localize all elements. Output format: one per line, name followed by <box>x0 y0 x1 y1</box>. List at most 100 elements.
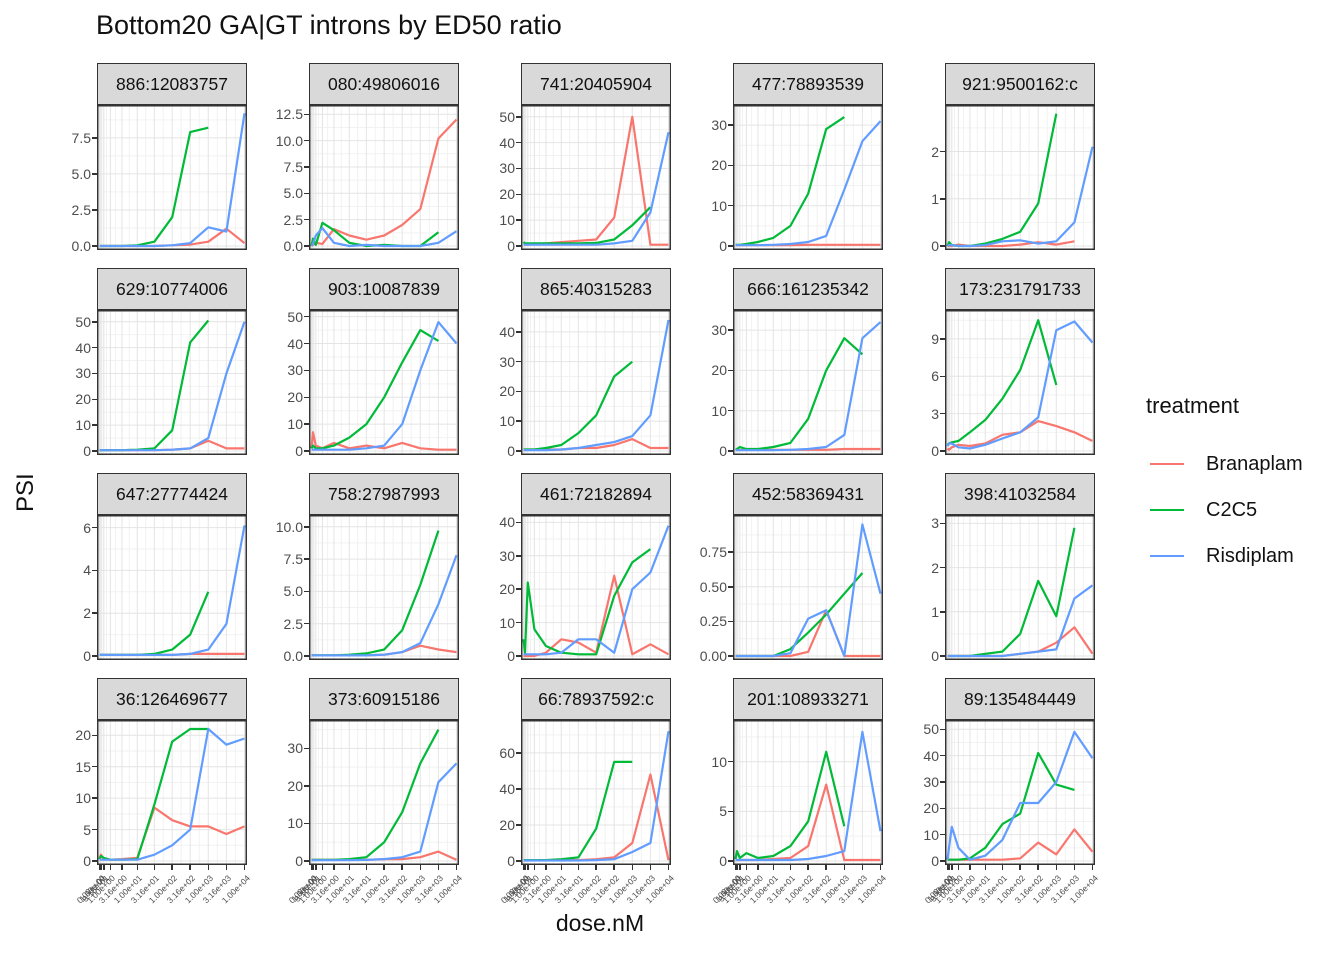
y-tick-mark <box>92 321 97 323</box>
facet: 629:10774006 0 10 20 30 40 50 <box>53 268 247 458</box>
y-tick-mark <box>940 655 945 657</box>
facet-panel-chart <box>309 310 459 455</box>
y-tick-mark <box>728 204 733 207</box>
y-tick-label: 10 <box>711 197 727 214</box>
y-tick-mark <box>304 822 309 825</box>
facet-strip: 921:9500162:c <box>945 63 1095 105</box>
y-tick-mark <box>304 622 309 625</box>
panel-border <box>97 105 247 250</box>
y-tick-label: 10 <box>711 753 727 770</box>
y-tick-mark <box>516 752 521 754</box>
y-tick-label: 10.0 <box>275 518 303 535</box>
x-tick-mark <box>1037 865 1039 870</box>
series-line-risdiplam <box>523 525 670 656</box>
x-tick-mark <box>1091 865 1094 870</box>
series-line-risdiplam <box>310 227 458 248</box>
series-line-risdiplam <box>947 584 1094 658</box>
y-tick-mark <box>940 728 945 731</box>
y-tick-label: 30 <box>287 362 303 379</box>
y-tick-mark <box>92 734 97 737</box>
y-tick-label: 30 <box>923 773 939 790</box>
y-tick-label: 40 <box>75 339 91 356</box>
series-line-risdiplam <box>946 320 1094 450</box>
series-line-risdiplam <box>735 321 882 452</box>
facet-panel-chart <box>97 310 247 455</box>
y-tick-label: 30 <box>287 740 303 757</box>
y-tick-mark <box>940 245 945 247</box>
legend-line-swatch <box>1150 463 1184 465</box>
facet-panel-chart <box>97 720 247 865</box>
y-tick-label: 0 <box>507 648 515 664</box>
y-tick-label: 40 <box>499 323 515 340</box>
x-tick-mark <box>739 865 741 870</box>
facet-strip: 477:78893539 <box>733 63 883 105</box>
y-tick-mark <box>304 423 309 425</box>
x-tick-mark <box>522 865 525 870</box>
series-line-risdiplam <box>946 730 1094 861</box>
y-tick-label: 20 <box>499 383 515 400</box>
legend-entry-label: C2C5 <box>1206 498 1258 521</box>
panel-border <box>309 105 459 250</box>
facet-strip: 66:78937592:c <box>521 678 671 720</box>
panel-border <box>309 310 459 455</box>
facet-strip: 173:231791733 <box>945 268 1095 310</box>
facet-strip-label: 477:78893539 <box>752 73 864 94</box>
facet-strip-label: 398:41032584 <box>964 483 1076 504</box>
x-tick-mark <box>757 865 759 870</box>
y-tick-label: 0 <box>931 853 939 869</box>
y-tick-mark <box>516 390 521 393</box>
y-tick-mark <box>516 219 521 221</box>
y-tick-mark <box>728 164 733 167</box>
series-line-risdiplam <box>311 321 458 451</box>
facet-panel-chart <box>521 720 671 865</box>
y-tick-mark <box>940 807 945 810</box>
facet-strip: 36:126469677 <box>97 678 247 720</box>
y-tick-label: 2 <box>931 559 939 576</box>
x-tick-mark <box>736 865 738 870</box>
facet-strip: 758:27987993 <box>309 473 459 515</box>
y-tick-mark <box>92 569 97 572</box>
x-tick-mark <box>419 865 421 870</box>
series-line-risdiplam <box>735 120 882 247</box>
x-tick-mark <box>401 865 403 870</box>
x-tick-mark <box>789 865 792 870</box>
x-tick-mark <box>321 865 324 870</box>
y-tick-mark <box>728 586 733 588</box>
x-tick-mark <box>1073 865 1076 870</box>
x-tick-mark <box>533 865 536 870</box>
y-tick-label: 0 <box>931 238 939 254</box>
y-tick-mark <box>516 331 521 333</box>
y-tick-label: 40 <box>287 335 303 352</box>
y-tick-label: 12.5 <box>275 106 303 123</box>
y-tick-label: 2 <box>83 605 91 622</box>
series-line-risdiplam <box>99 321 246 452</box>
y-tick-mark <box>516 450 521 452</box>
x-tick-mark <box>613 865 615 870</box>
x-tick-mark <box>383 865 385 870</box>
y-tick-label: 20 <box>923 800 939 817</box>
series-line-risdiplam <box>99 525 246 656</box>
facet: 66:78937592:c 0 20 40 60 0.00e+00 1.00e-01 3.16… <box>477 678 676 905</box>
plot-title: Bottom20 GA|GT introns by ED50 ratio <box>96 10 562 40</box>
x-tick-mark <box>667 865 670 870</box>
series-line-branaplam <box>310 431 457 451</box>
x-tick-mark <box>100 865 102 870</box>
facet: 398:41032584 0 1 2 3 <box>901 473 1095 663</box>
facet-strip: 741:20405904 <box>521 63 671 105</box>
y-tick-label: 10 <box>499 413 515 430</box>
y-tick-mark <box>516 420 521 422</box>
x-tick-mark <box>545 865 547 870</box>
facet: 903:10087839 0 10 20 30 40 50 <box>265 268 459 458</box>
series-line-risdiplam <box>946 146 1094 248</box>
y-tick-mark <box>940 412 945 415</box>
y-tick-mark <box>304 369 309 372</box>
y-tick-label: 0.00 <box>699 648 727 664</box>
x-tick-mark <box>365 865 368 870</box>
y-tick-label: 10 <box>75 790 91 807</box>
y-tick-label: 50 <box>287 308 303 325</box>
x-tick-mark <box>207 865 209 870</box>
y-tick-label: 40 <box>499 134 515 151</box>
y-tick-label: 10 <box>75 417 91 434</box>
y-tick-mark <box>728 620 733 623</box>
facet-strip-label: 461:72182894 <box>540 483 652 504</box>
